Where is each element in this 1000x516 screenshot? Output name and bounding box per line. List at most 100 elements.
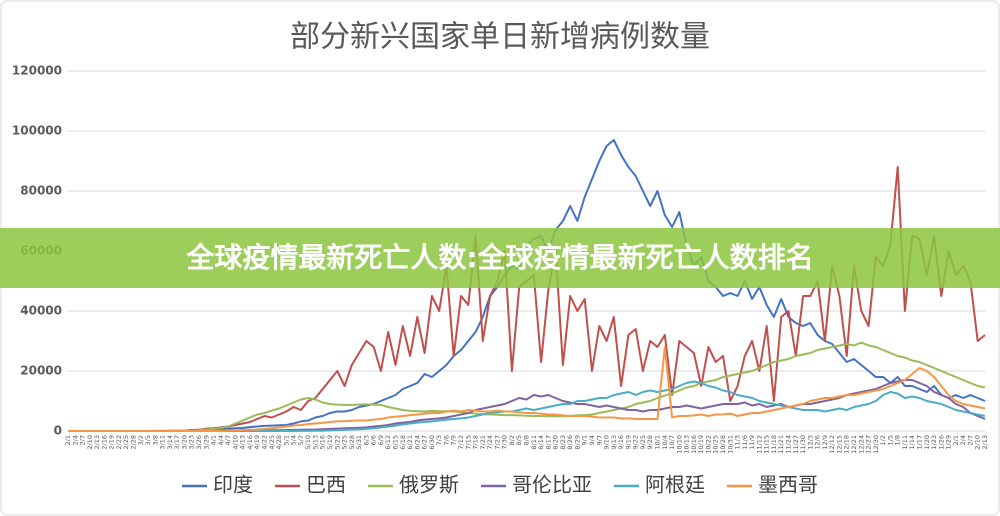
x-tick-label: 7/12 xyxy=(457,435,465,450)
x-tick-label: 8/26 xyxy=(566,435,574,450)
x-tick-label: 12/24 xyxy=(857,435,865,454)
x-tick-label: 1/29 xyxy=(945,435,953,450)
x-tick-label: 12/21 xyxy=(850,435,858,454)
x-tick-label: 7/24 xyxy=(486,435,494,450)
x-tick-label: 8/2 xyxy=(508,435,516,445)
x-tick-label: 1/26 xyxy=(937,435,945,450)
x-tick-label: 4/10 xyxy=(231,435,239,450)
x-tick-label: 10/28 xyxy=(719,435,727,454)
x-tick-label: 10/31 xyxy=(726,435,734,454)
x-tick-label: 1/8 xyxy=(894,435,902,445)
x-tick-label: 3/26 xyxy=(195,435,203,450)
series-line xyxy=(68,341,986,432)
x-tick-label: 3/20 xyxy=(180,435,188,450)
x-tick-label: 10/1 xyxy=(654,435,662,450)
banner xyxy=(0,228,1000,288)
x-tick-label: 12/6 xyxy=(814,435,822,450)
x-tick-label: 3/11 xyxy=(159,435,167,450)
x-tick-label: 1/5 xyxy=(886,435,894,445)
x-tick-label: 11/12 xyxy=(755,435,763,454)
x-tick-label: 6/3 xyxy=(362,435,370,445)
legend-label: 印度 xyxy=(213,473,253,497)
x-tick-label: 4/16 xyxy=(246,435,254,450)
y-tick-label: 40000 xyxy=(20,304,62,318)
x-tick-label: 10/19 xyxy=(697,435,705,454)
legend-label: 俄罗斯 xyxy=(399,473,459,497)
x-tick-label: 2/19 xyxy=(108,435,116,450)
x-tick-label: 11/27 xyxy=(792,435,800,454)
x-tick-label: 2/22 xyxy=(115,435,123,450)
x-tick-label: 7/18 xyxy=(472,435,480,450)
x-tick-label: 11/18 xyxy=(770,435,778,454)
x-tick-label: 5/16 xyxy=(319,435,327,450)
x-tick-label: 9/19 xyxy=(624,435,632,450)
x-tick-label: 2/13 xyxy=(981,435,989,450)
banner-text: 全球疫情最新死亡人数:全球疫情最新死亡人数排名 xyxy=(185,241,813,274)
x-tick-label: 9/28 xyxy=(646,435,654,450)
x-tick-label: 2/1 xyxy=(952,435,960,445)
x-tick-label: 12/18 xyxy=(843,435,851,454)
x-tick-label: 8/8 xyxy=(523,435,531,445)
x-tick-label: 10/25 xyxy=(712,435,720,454)
y-tick-label: 120000 xyxy=(12,64,62,78)
x-tick-label: 4/4 xyxy=(217,435,225,445)
x-tick-label: 4/1 xyxy=(210,435,218,445)
x-tick-label: 2/10 xyxy=(974,435,982,450)
x-tick-label: 5/4 xyxy=(290,435,298,445)
x-tick-label: 5/1 xyxy=(282,435,290,445)
x-tick-label: 6/12 xyxy=(384,435,392,450)
x-tick-label: 8/14 xyxy=(537,435,545,450)
x-tick-label: 1/2 xyxy=(879,435,887,445)
x-tick-label: 2/10 xyxy=(86,435,94,450)
x-tick-label: 2/7 xyxy=(966,435,974,445)
legend: 印度 巴西 俄罗斯 哥伦比亚 阿根廷 墨西哥 xyxy=(182,473,818,497)
legend-label: 哥伦比亚 xyxy=(512,473,592,497)
x-tick-label: 9/4 xyxy=(588,435,596,445)
x-tick-label: 11/15 xyxy=(763,435,771,454)
x-tick-label: 2/16 xyxy=(100,435,108,450)
x-tick-label: 4/13 xyxy=(239,435,247,450)
x-tick-label: 6/9 xyxy=(377,435,385,445)
x-tick-label: 8/17 xyxy=(544,435,552,450)
x-tick-label: 4/25 xyxy=(268,435,276,450)
x-tick-label: 8/29 xyxy=(573,435,581,450)
y-tick-label: 20000 xyxy=(20,364,62,378)
x-tick-label: 7/30 xyxy=(501,435,509,450)
x-tick-label: 1/17 xyxy=(916,435,924,450)
x-tick-label: 2/25 xyxy=(122,435,130,450)
x-tick-label: 12/15 xyxy=(835,435,843,454)
x-tick-label: 12/3 xyxy=(806,435,814,450)
x-tick-label: 11/30 xyxy=(799,435,807,454)
x-tick-label: 2/4 xyxy=(959,435,967,445)
x-tick-label: 8/11 xyxy=(530,435,538,450)
x-tick-label: 12/27 xyxy=(865,435,873,454)
x-tick-label: 4/7 xyxy=(224,435,232,445)
x-tick-label: 10/13 xyxy=(683,435,691,454)
x-tick-label: 6/30 xyxy=(428,435,436,450)
x-tick-label: 11/21 xyxy=(777,435,785,454)
x-tick-label: 1/20 xyxy=(923,435,931,450)
x-tick-label: 10/22 xyxy=(704,435,712,454)
y-tick-label: 100000 xyxy=(12,124,62,138)
x-tick-label: 5/25 xyxy=(341,435,349,450)
x-tick-label: 4/19 xyxy=(253,435,261,450)
x-tick-label: 12/9 xyxy=(821,435,829,450)
x-tick-label: 10/10 xyxy=(675,435,683,454)
chart-title: 部分新兴国家单日新增病例数量 xyxy=(290,20,710,55)
x-tick-label: 2/13 xyxy=(93,435,101,450)
x-tick-label: 5/22 xyxy=(333,435,341,450)
y-tick-label: 80000 xyxy=(20,184,62,198)
x-tick-label: 4/22 xyxy=(261,435,269,450)
x-tick-label: 7/6 xyxy=(442,435,450,445)
x-tick-label: 3/29 xyxy=(202,435,210,450)
x-tick-label: 6/24 xyxy=(413,435,421,450)
x-tick-label: 6/15 xyxy=(392,435,400,450)
x-tick-label: 12/12 xyxy=(828,435,836,454)
x-tick-label: 8/5 xyxy=(515,435,523,445)
x-tick-label: 7/15 xyxy=(464,435,472,450)
x-tick-label: 7/27 xyxy=(493,435,501,450)
x-tick-label: 10/16 xyxy=(690,435,698,454)
x-tick-label: 5/10 xyxy=(304,435,312,450)
x-tick-label: 5/13 xyxy=(311,435,319,450)
